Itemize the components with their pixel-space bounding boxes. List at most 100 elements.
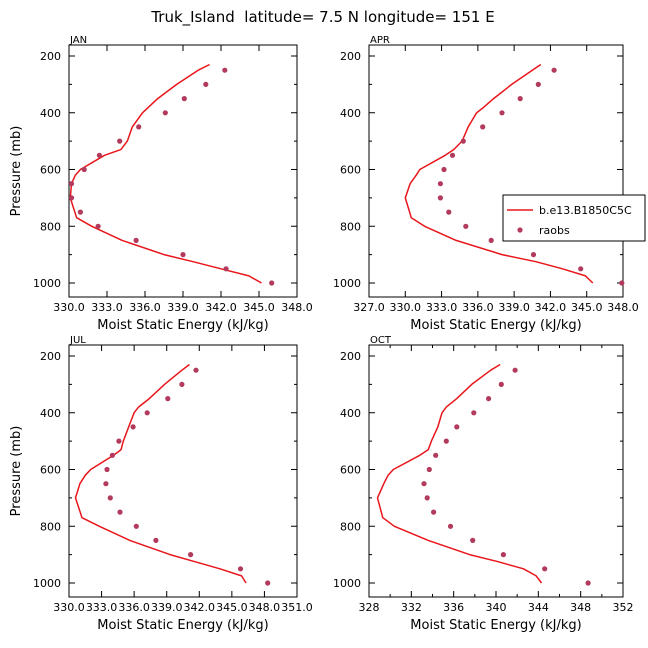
x-axis-label: Moist Static Energy (kJ/kg) bbox=[410, 318, 581, 333]
obs-point bbox=[165, 396, 171, 402]
obs-point bbox=[77, 209, 83, 215]
obs-point bbox=[153, 537, 159, 544]
x-tick-label: 342.0 bbox=[184, 601, 216, 614]
series-line-model bbox=[69, 63, 262, 284]
x-tick-label: 348.0 bbox=[607, 301, 639, 314]
x-tick-label: 342.0 bbox=[205, 301, 237, 314]
obs-point bbox=[535, 81, 541, 87]
y-tick-label: 400 bbox=[340, 407, 361, 420]
obs-point bbox=[180, 252, 186, 258]
obs-point bbox=[446, 209, 452, 215]
x-tick-label: 333.0 bbox=[91, 301, 123, 314]
y-tick-label: 800 bbox=[340, 520, 361, 533]
x-tick-label: 328 bbox=[359, 601, 380, 614]
obs-point bbox=[223, 266, 229, 272]
obs-point bbox=[203, 81, 209, 87]
obs-point bbox=[188, 552, 194, 558]
legend-marker-swatch bbox=[517, 227, 523, 233]
x-tick-label: 348 bbox=[570, 601, 591, 614]
plot-frame bbox=[68, 344, 298, 598]
obs-point bbox=[551, 67, 557, 73]
panel-label: JUL bbox=[69, 335, 86, 346]
y-tick-label: 200 bbox=[340, 350, 361, 363]
x-tick-label: 340 bbox=[486, 601, 507, 614]
panel-label: OCT bbox=[370, 335, 392, 346]
obs-point bbox=[471, 410, 477, 416]
plot-frame bbox=[368, 44, 624, 298]
x-axis-label: Moist Static Energy (kJ/kg) bbox=[97, 618, 268, 633]
figure-title: Truk_Island latitude= 7.5 N longitude= 1… bbox=[150, 8, 494, 27]
obs-point bbox=[470, 537, 476, 544]
y-tick-label: 1000 bbox=[33, 277, 61, 290]
obs-point bbox=[96, 152, 102, 158]
x-tick-label: 348.0 bbox=[249, 601, 281, 614]
x-tick-label: 333.0 bbox=[426, 301, 458, 314]
obs-point bbox=[542, 566, 548, 572]
y-tick-label: 800 bbox=[40, 220, 61, 233]
legend-label-model: b.e13.B1850C5C bbox=[539, 204, 632, 217]
obs-point bbox=[193, 367, 199, 373]
x-tick-label: 342.0 bbox=[535, 301, 567, 314]
obs-point bbox=[454, 424, 460, 430]
obs-point bbox=[447, 523, 454, 529]
obs-point bbox=[463, 223, 469, 229]
obs-point bbox=[443, 438, 449, 444]
obs-point bbox=[136, 124, 142, 130]
y-tick-label: 600 bbox=[340, 464, 361, 477]
obs-point bbox=[512, 367, 518, 373]
x-tick-label: 330.0 bbox=[53, 301, 85, 314]
obs-point bbox=[433, 452, 439, 458]
series-line-model bbox=[376, 363, 543, 584]
panel-label: APR bbox=[370, 35, 390, 46]
obs-point bbox=[162, 110, 168, 116]
x-tick-label: 351.0 bbox=[281, 601, 313, 614]
obs-point bbox=[133, 237, 139, 243]
y-tick-label: 200 bbox=[340, 50, 361, 63]
y-tick-label: 800 bbox=[40, 520, 61, 533]
y-axis-label: Pressure (mb) bbox=[9, 126, 24, 217]
x-tick-label: 330.0 bbox=[53, 601, 85, 614]
obs-point bbox=[144, 410, 150, 416]
panel-label: JAN bbox=[69, 35, 87, 46]
obs-point bbox=[500, 552, 506, 558]
y-axis-label: Pressure (mb) bbox=[9, 426, 24, 517]
x-tick-label: 330.0 bbox=[390, 301, 422, 314]
plot-frame bbox=[368, 344, 624, 598]
y-tick-label: 1000 bbox=[33, 577, 61, 590]
x-axis-label: Moist Static Energy (kJ/kg) bbox=[97, 318, 268, 333]
y-tick-label: 200 bbox=[40, 50, 61, 63]
obs-point bbox=[460, 138, 466, 144]
obs-point bbox=[269, 280, 275, 286]
obs-point bbox=[68, 195, 75, 201]
x-tick-label: 344 bbox=[528, 601, 549, 614]
obs-point bbox=[499, 110, 505, 116]
y-tick-label: 600 bbox=[340, 164, 361, 177]
obs-point bbox=[498, 381, 504, 387]
obs-point bbox=[222, 67, 228, 73]
x-tick-label: 332 bbox=[401, 601, 422, 614]
x-tick-label: 336.0 bbox=[462, 301, 494, 314]
x-tick-label: 352 bbox=[613, 601, 634, 614]
x-tick-label: 333.0 bbox=[86, 601, 118, 614]
obs-point bbox=[104, 466, 110, 473]
x-tick-label: 345.0 bbox=[243, 301, 275, 314]
x-tick-label: 336.0 bbox=[129, 301, 161, 314]
obs-point bbox=[133, 523, 139, 529]
obs-point bbox=[441, 166, 447, 173]
obs-point bbox=[181, 96, 187, 102]
y-tick-label: 600 bbox=[40, 464, 61, 477]
y-tick-label: 400 bbox=[40, 407, 61, 420]
x-tick-label: 327.0 bbox=[353, 301, 385, 314]
obs-point bbox=[437, 195, 443, 201]
x-tick-label: 339.0 bbox=[167, 301, 199, 314]
legend-box bbox=[502, 194, 646, 242]
chart-panel-jan: JAN 200 400 600 800 1000 330.0 333.0 336.0 339.0 3… bbox=[9, 35, 313, 333]
obs-point bbox=[117, 509, 123, 515]
y-tick-label: 800 bbox=[340, 220, 361, 233]
obs-point bbox=[431, 509, 437, 515]
chart-panel-oct: OCT 200 400 600 800 1000 328 332 336 340 344 348 352… bbox=[333, 335, 634, 633]
obs-point bbox=[117, 138, 123, 144]
obs-point bbox=[68, 181, 75, 187]
legend: b.e13.B1850C5C raobs bbox=[502, 194, 646, 242]
